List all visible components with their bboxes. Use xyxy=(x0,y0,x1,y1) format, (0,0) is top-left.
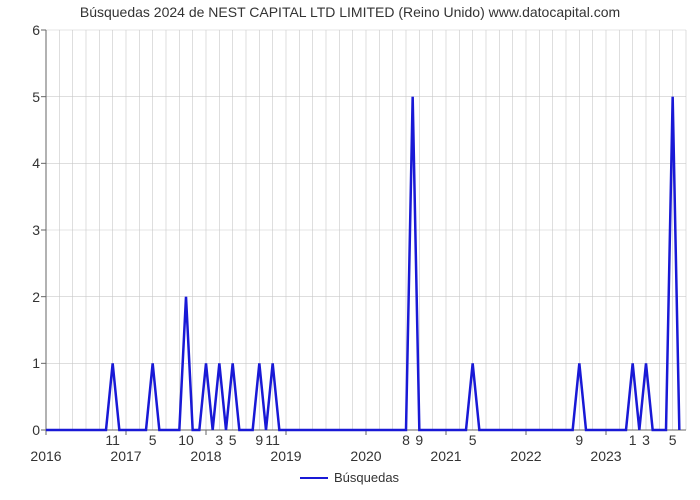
x-tick-year: 2021 xyxy=(430,448,461,464)
x-tick-year: 2017 xyxy=(110,448,141,464)
y-tick-label: 6 xyxy=(18,22,40,38)
x-sub-label: 8 xyxy=(402,432,410,448)
x-sub-label: 10 xyxy=(178,432,194,448)
x-sub-label: 5 xyxy=(669,432,677,448)
x-tick-year: 2016 xyxy=(30,448,61,464)
x-tick-year: 2023 xyxy=(590,448,621,464)
legend-swatch xyxy=(300,477,328,479)
legend: Búsquedas xyxy=(300,470,399,485)
y-tick-label: 2 xyxy=(18,289,40,305)
plot-area xyxy=(46,30,686,430)
x-tick-year: 2018 xyxy=(190,448,221,464)
x-sub-label: 9 xyxy=(255,432,263,448)
y-tick-label: 3 xyxy=(18,222,40,238)
x-sub-label: 11 xyxy=(265,432,280,448)
chart-title: Búsquedas 2024 de NEST CAPITAL LTD LIMIT… xyxy=(0,4,700,20)
x-sub-label: 3 xyxy=(215,432,223,448)
x-sub-label: 3 xyxy=(642,432,650,448)
x-sub-label: 1 xyxy=(629,432,637,448)
x-sub-label: 9 xyxy=(415,432,423,448)
legend-label: Búsquedas xyxy=(334,470,399,485)
x-sub-label: 11 xyxy=(105,432,120,448)
x-sub-label: 5 xyxy=(469,432,477,448)
y-tick-label: 0 xyxy=(18,422,40,438)
x-tick-year: 2019 xyxy=(270,448,301,464)
chart-container: { "chart": { "type": "line", "title": "B… xyxy=(0,0,700,500)
x-sub-label: 5 xyxy=(229,432,237,448)
chart-svg xyxy=(46,30,686,430)
x-sub-label: 9 xyxy=(575,432,583,448)
y-tick-label: 1 xyxy=(18,355,40,371)
y-tick-label: 5 xyxy=(18,89,40,105)
y-tick-label: 4 xyxy=(18,155,40,171)
x-tick-year: 2020 xyxy=(350,448,381,464)
x-tick-year: 2022 xyxy=(510,448,541,464)
x-sub-label: 5 xyxy=(149,432,157,448)
